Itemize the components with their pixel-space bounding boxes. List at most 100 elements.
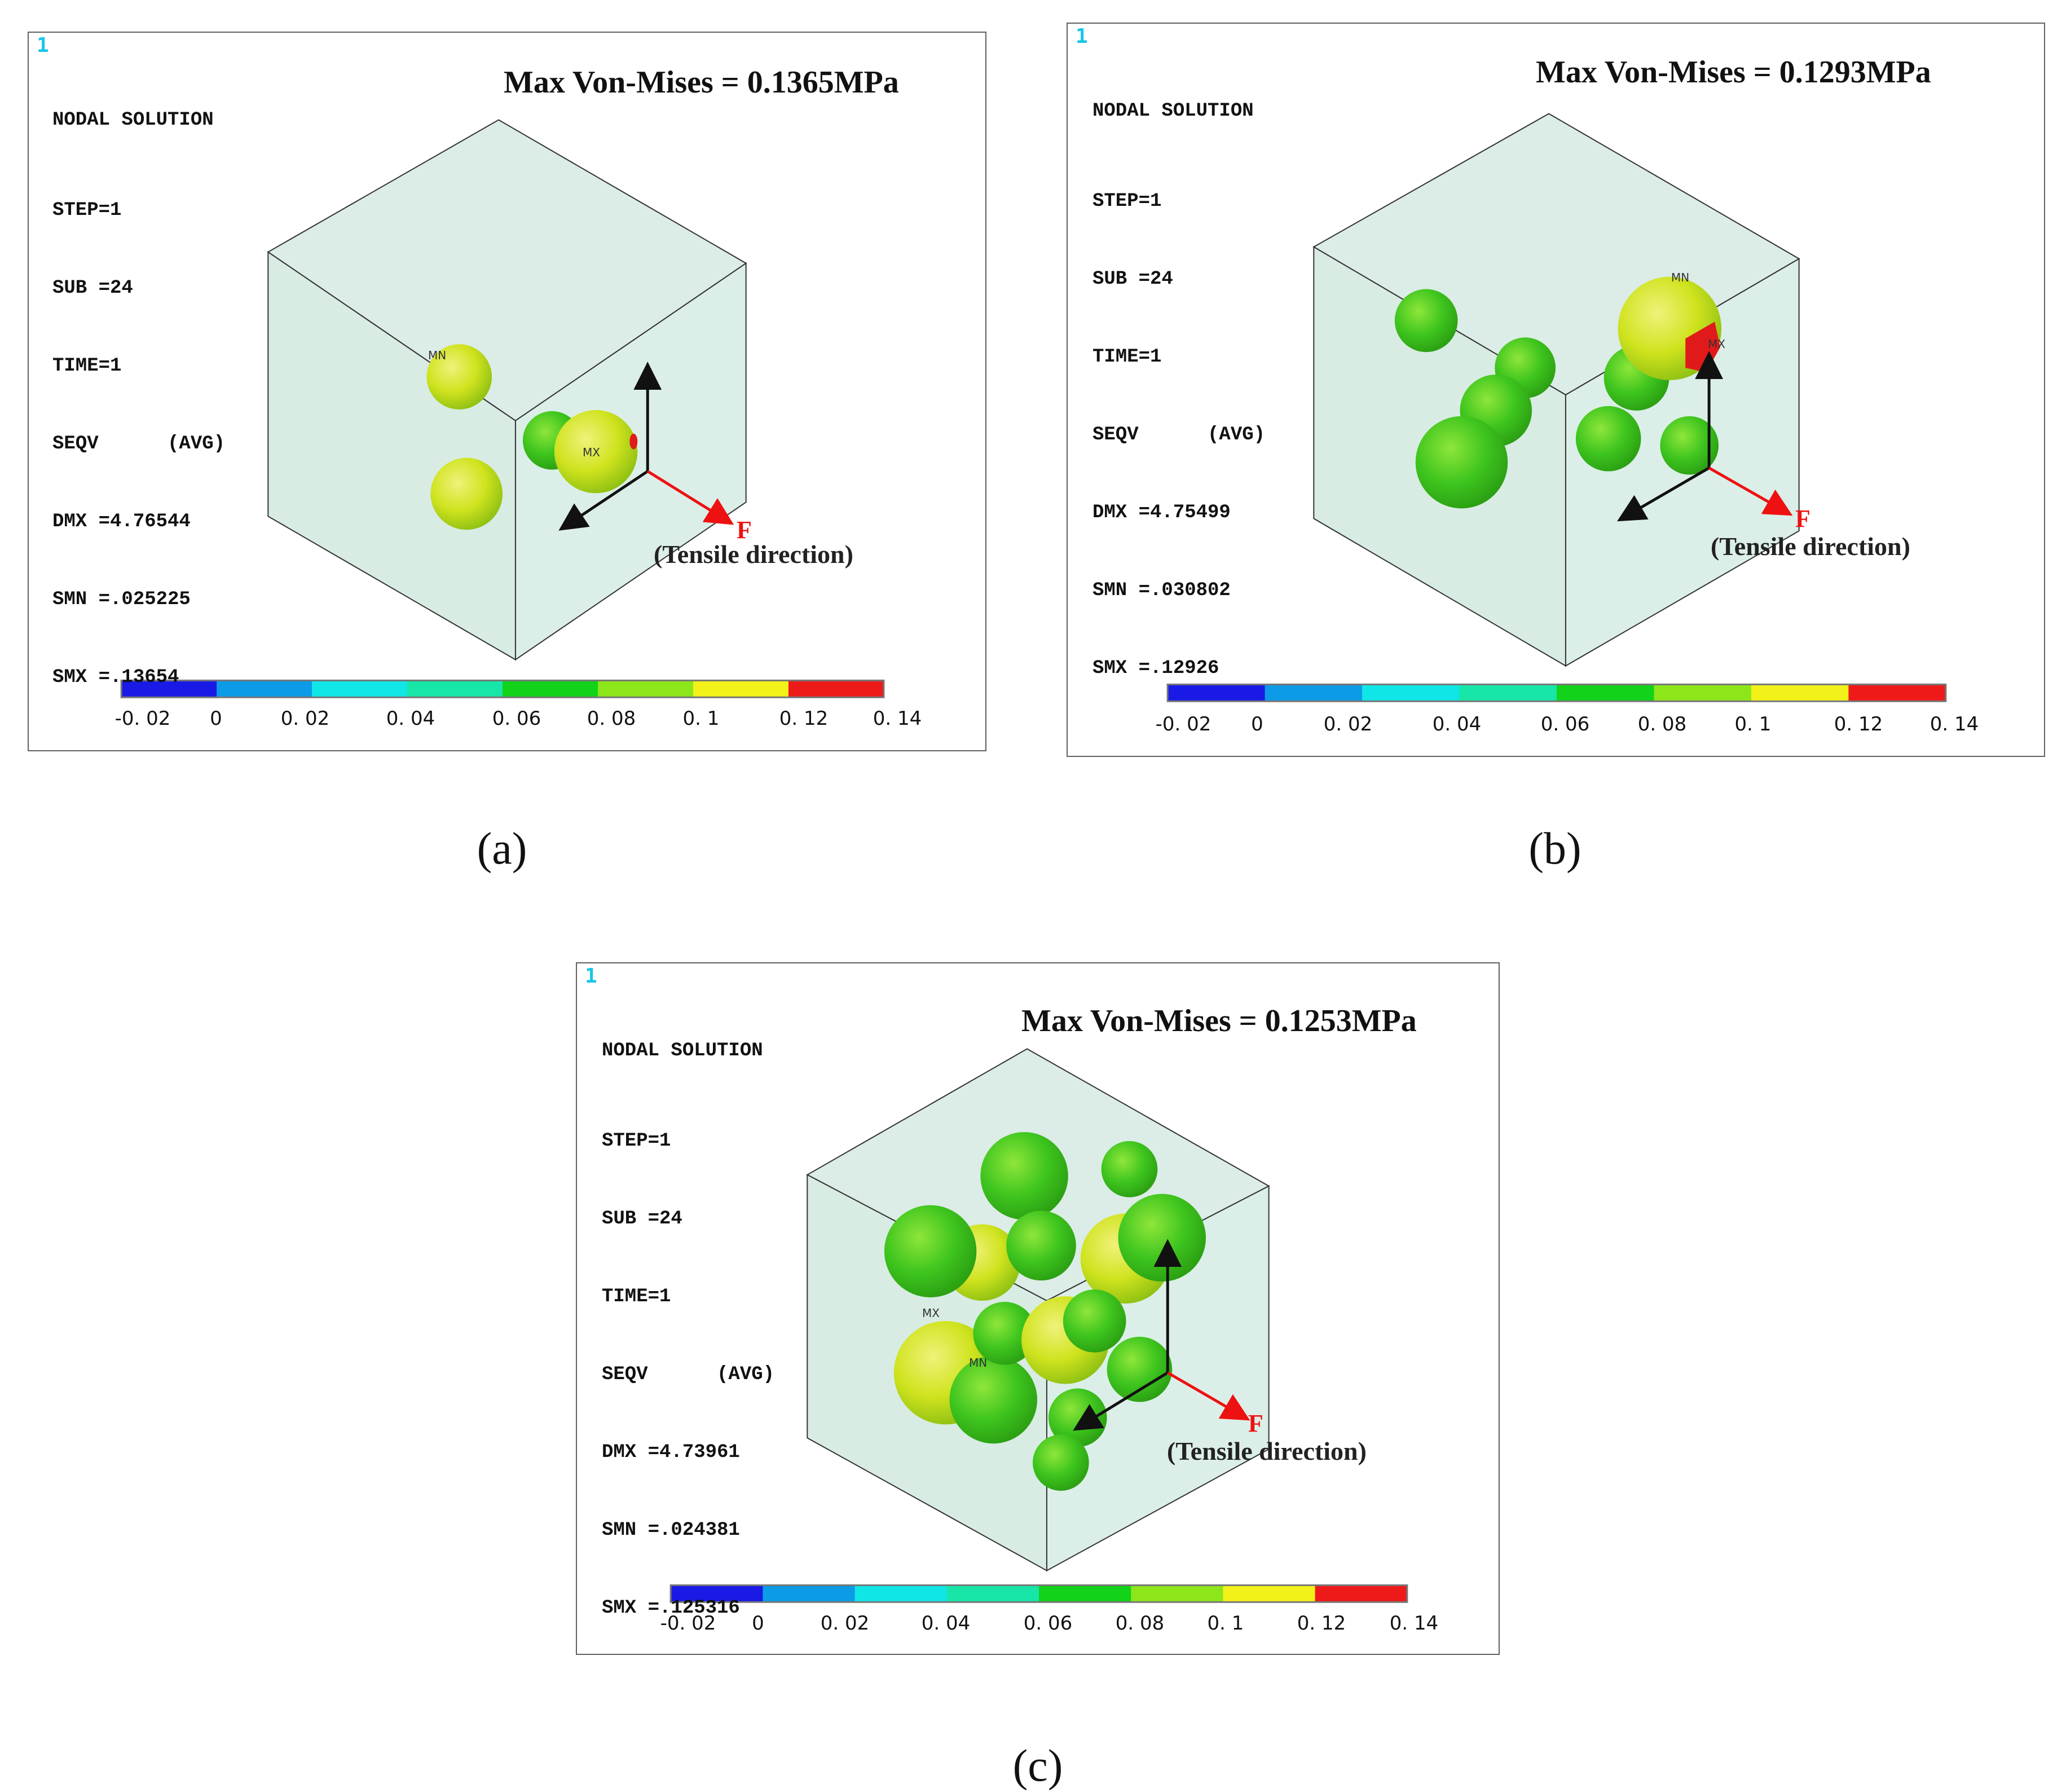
inclusion [1118, 1194, 1206, 1282]
tick-label: 0. 1 [1207, 1612, 1244, 1635]
info-time: TIME=1 [1092, 346, 1162, 368]
solution-title: NODAL SOLUTION [602, 1040, 763, 1062]
colorbar-segment [946, 1585, 1039, 1602]
force-arrow [1708, 466, 1793, 516]
colorbar-segment [1223, 1585, 1316, 1602]
info-seqv: SEQV (AVG) [52, 433, 226, 455]
mx-marker: MX [583, 446, 600, 459]
info-smx: SMX =.125316 [602, 1597, 740, 1619]
inclusion [1101, 1141, 1158, 1197]
tick-label: 0 [210, 707, 222, 730]
max-von-mises-label: Max Von-Mises = 0.1253MPa [1021, 1003, 1417, 1038]
colorbar-segment [1362, 684, 1460, 702]
mn-marker: MN [428, 349, 447, 362]
panel-c-graphic [669, 1048, 1408, 1603]
inclusion [884, 1205, 977, 1298]
inclusion [1660, 416, 1719, 475]
info-dmx: DMX =4.75499 [1092, 502, 1231, 523]
info-step: STEP=1 [1092, 191, 1162, 212]
force-label: F [1795, 505, 1810, 532]
caption-b: (b) [1528, 824, 1581, 874]
inclusion [554, 410, 638, 494]
tick-label: 0 [1251, 713, 1263, 736]
inclusion [1006, 1210, 1076, 1281]
tick-label: 0. 06 [1540, 713, 1590, 736]
colorbar-ticks: -0. 02 0 0. 02 0. 04 0. 06 0. 08 0. 1 0.… [577, 1612, 1501, 1637]
colorbar-segment [1459, 684, 1557, 702]
tick-label: 0. 08 [587, 707, 636, 730]
info-step: STEP=1 [602, 1130, 671, 1152]
colorbar-segment [693, 680, 789, 698]
colorbar-segment [854, 1585, 948, 1602]
panel-c: 1 NODAL SOLUTION STEP=1 SUB =24 TIME=1 S… [576, 962, 1500, 1655]
colorbar-frame [1166, 683, 1947, 702]
colorbar [120, 679, 885, 698]
force-arrow [1166, 1371, 1250, 1421]
colorbar-segment [1751, 684, 1849, 702]
inclusion [1033, 1434, 1089, 1491]
solution-title: NODAL SOLUTION [52, 109, 214, 131]
info-seqv: SEQV (AVG) [1092, 424, 1266, 446]
z-axis-arrow [1617, 466, 1710, 522]
tick-label: 0. 02 [280, 707, 330, 730]
info-time: TIME=1 [602, 1286, 671, 1307]
ansys-window-number: 1 [37, 34, 49, 57]
colorbar-segment [121, 680, 217, 698]
inclusion [426, 344, 492, 410]
colorbar-segment [1556, 684, 1654, 702]
info-dmx: DMX =4.73961 [602, 1442, 740, 1463]
tick-label: 0 [752, 1612, 764, 1635]
tick-label: 0. 02 [820, 1612, 870, 1635]
colorbar [669, 1584, 1408, 1603]
inclusion [430, 457, 503, 530]
inclusion [949, 1355, 1038, 1444]
panel-b: 1 NODAL SOLUTION STEP=1 SUB =24 TIME=1 S… [1067, 23, 2045, 757]
tick-label: 0. 08 [1637, 713, 1687, 736]
tick-label: 0. 14 [1929, 713, 1979, 736]
info-smn: SMN =.024381 [602, 1520, 740, 1541]
tensile-direction-label: (Tensile direction) [654, 540, 853, 569]
inclusion [973, 1302, 1037, 1365]
colorbar-segment [597, 680, 694, 698]
colorbar-segment [503, 680, 598, 698]
tick-label: 0. 14 [873, 707, 922, 730]
tick-label: 0. 1 [1734, 713, 1772, 736]
tick-label: 0. 06 [492, 707, 541, 730]
inclusion [1415, 416, 1508, 509]
info-time: TIME=1 [52, 355, 122, 377]
colorbar-frame [120, 679, 885, 698]
tick-label: 0. 1 [682, 707, 720, 730]
stress-hotspot [629, 433, 638, 450]
colorbar [1166, 683, 1947, 702]
colorbar-segment [407, 680, 503, 698]
inclusion [1107, 1336, 1173, 1402]
z-axis-arrow [1073, 1371, 1169, 1431]
mn-marker: MN [1671, 271, 1690, 284]
colorbar-segment [1848, 684, 1946, 702]
z-axis-arrow [558, 470, 649, 531]
tick-label: 0. 14 [1389, 1612, 1439, 1635]
solution-info: NODAL SOLUTION STEP=1 SUB =24 TIME=1 SEQ… [1092, 46, 1265, 733]
solution-title: NODAL SOLUTION [1092, 100, 1254, 122]
inclusion [1575, 406, 1641, 472]
solution-info: NODAL SOLUTION STEP=1 SUB =24 TIME=1 SEQ… [52, 55, 225, 742]
tick-label: 0. 12 [1297, 1612, 1346, 1635]
info-step: STEP=1 [52, 200, 122, 221]
mn-marker: MN [969, 1356, 988, 1370]
colorbar-segment [671, 1585, 763, 1602]
mx-marker: MX [922, 1306, 940, 1320]
tensile-direction-label: (Tensile direction) [1711, 532, 1910, 561]
ansys-window-number: 1 [585, 965, 597, 988]
inclusion [1394, 289, 1458, 353]
colorbar-frame [669, 1584, 1408, 1603]
inclusion [1063, 1289, 1126, 1353]
colorbar-ticks: -0. 02 0 0. 02 0. 04 0. 06 0. 08 0. 1 0.… [1068, 713, 2046, 738]
colorbar-segment [1131, 1585, 1223, 1602]
tick-label: 0. 12 [1834, 713, 1883, 736]
mx-marker: MX [1708, 337, 1725, 351]
colorbar-segment [1038, 1585, 1131, 1602]
colorbar-ticks: -0. 02 0 0. 02 0. 04 0. 06 0. 08 0. 1 0.… [29, 707, 988, 732]
force-label: F [1248, 1410, 1263, 1437]
ansys-window-number: 1 [1076, 25, 1088, 48]
info-smx: SMX =.13654 [52, 667, 179, 688]
